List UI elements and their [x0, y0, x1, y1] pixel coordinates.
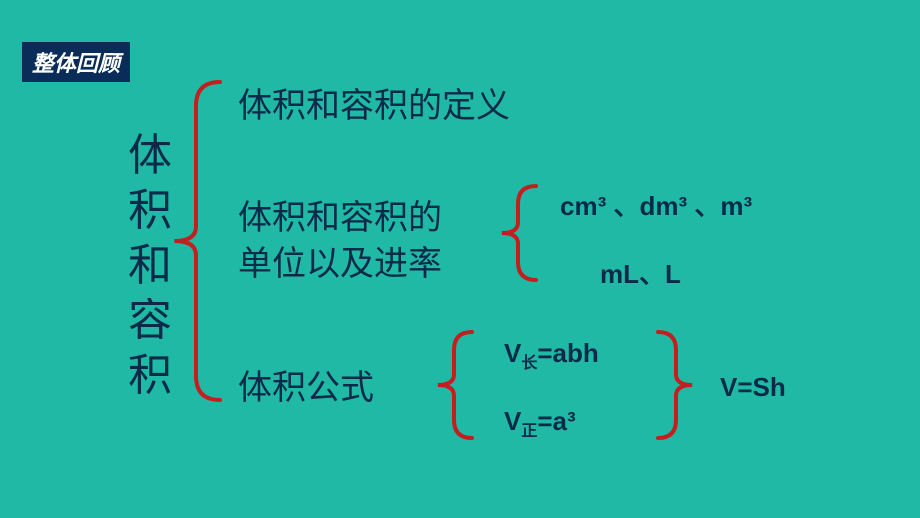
root-topic-char: 容: [128, 293, 172, 348]
brace-formula_right: [658, 332, 692, 438]
formula-cube-sub: 正: [521, 423, 537, 440]
root-topic-char: 积: [128, 183, 172, 238]
formula-v-sh: V=Sh: [720, 372, 786, 403]
brace-main: [174, 82, 220, 400]
units-line-1: cm³ 、dm³ 、m³: [560, 186, 752, 223]
root-topic-char: 和: [128, 238, 172, 293]
branch-units-line2: 单位以及进率: [238, 242, 442, 288]
section-badge-label: 整体回顾: [32, 51, 120, 76]
brace-units: [502, 186, 536, 280]
branch-units: 体积和容积的 单位以及进率: [238, 196, 442, 288]
root-topic-vertical: 体积和容积: [128, 128, 172, 403]
branch-definition: 体积和容积的定义: [238, 78, 510, 127]
brace-formula_left: [438, 332, 472, 438]
formula-cube: V正=a³: [504, 406, 576, 441]
root-topic-char: 体: [128, 128, 172, 183]
formula-rect-rest: =abh: [537, 338, 598, 368]
formula-rect-sub: 长: [521, 355, 537, 372]
formula-cube-rest: =a³: [537, 406, 575, 436]
branch-definition-text: 体积和容积的定义: [238, 88, 510, 125]
branch-formula: 体积公式: [238, 360, 374, 409]
formula-rect-prefix: V: [504, 338, 521, 368]
root-topic-char: 积: [128, 348, 172, 403]
formula-cube-prefix: V: [504, 406, 521, 436]
units-line-2: mL、L: [600, 254, 681, 291]
branch-formula-text: 体积公式: [238, 370, 374, 407]
section-badge: 整体回顾: [22, 42, 130, 82]
formula-rect-prism: V长=abh: [504, 338, 599, 373]
branch-units-line1: 体积和容积的: [238, 196, 442, 242]
